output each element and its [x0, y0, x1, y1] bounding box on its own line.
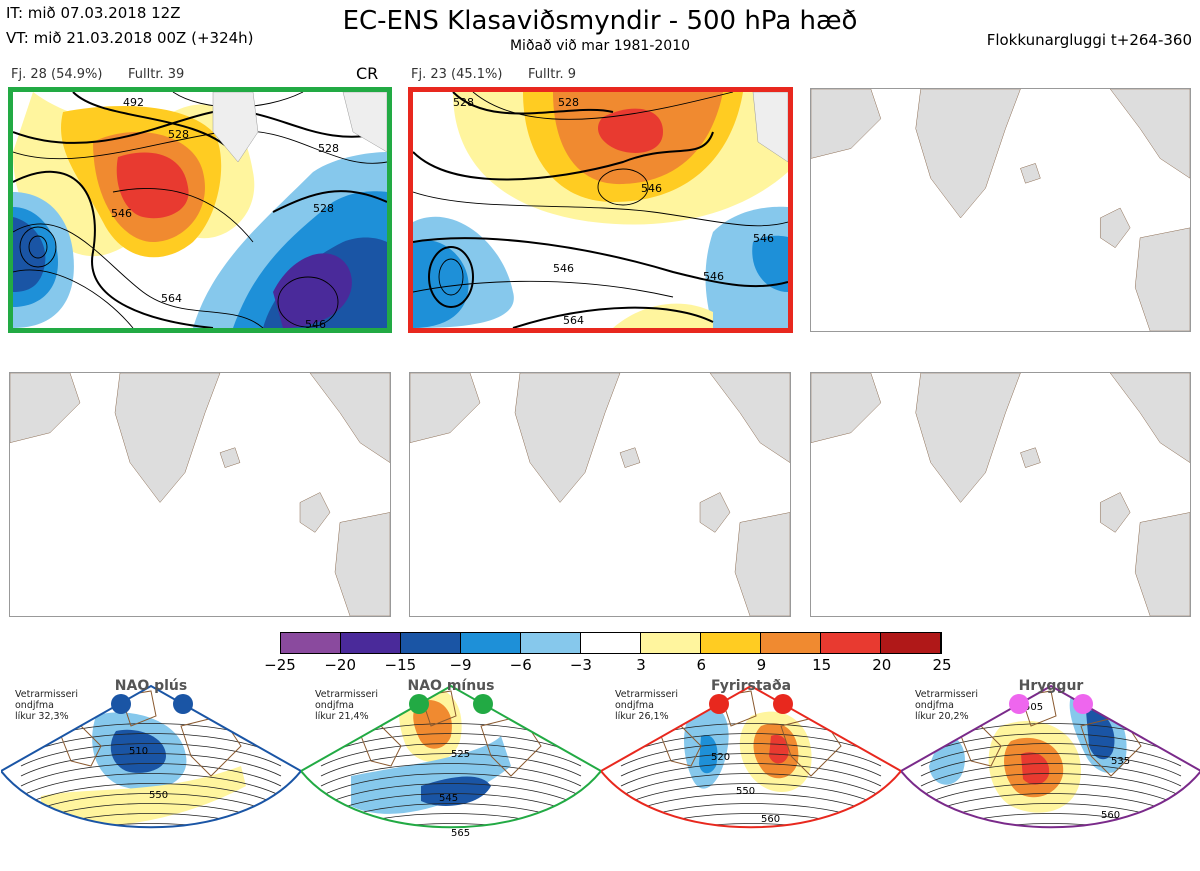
empty-cluster-map	[9, 372, 391, 617]
colorbar-tick-label: −15	[384, 656, 417, 674]
cluster2-label: Fj. 23 (45.1%)	[411, 67, 503, 82]
colorbar-tick-label: −9	[449, 656, 472, 674]
cluster2-contour-label: 564	[563, 314, 584, 327]
regime-contour-label: 520	[711, 752, 730, 763]
weather-regime-panel: 525 545 565 NAO mínus Vetrarmisseri ondjfma…	[301, 676, 601, 871]
cluster2-contour-label: 546	[753, 232, 774, 245]
regime-note: Vetrarmisseri ondjfma líkur 20,2%	[915, 689, 978, 722]
anomaly-shading	[41, 766, 246, 826]
colorbar-swatch	[881, 633, 941, 653]
weather-regime-panel: 510 550 NAO plús Vetrarmisseri ondjfma líku…	[1, 676, 301, 871]
weather-regime-panel: 520 550 560 Fyrirstaða Vetrarmisseri ondjfm…	[601, 676, 901, 871]
regime-contour-label: 525	[451, 749, 470, 760]
colorbar-swatch	[401, 633, 461, 653]
regime-contour-label: 550	[736, 786, 755, 797]
cluster1-contour-label: 546	[305, 318, 326, 328]
regime-note: Vetrarmisseri ondjfma líkur 32,3%	[15, 689, 78, 722]
cluster2-contour-label: 546	[641, 182, 662, 195]
colorbar-swatch	[281, 633, 341, 653]
colorbar-swatch	[641, 633, 701, 653]
cluster2-map: 528 528 546 546 546 564 546	[408, 87, 793, 333]
colorbar-swatch	[341, 633, 401, 653]
regime-contour-label: 535	[1111, 756, 1130, 767]
weather-regimes: 510 550 NAO plús Vetrarmisseri ondjfma líku…	[0, 676, 1200, 871]
colorbar	[280, 632, 942, 654]
anomaly-shading	[351, 736, 511, 814]
colorbar-swatch	[521, 633, 581, 653]
regime-name: NAO plús	[114, 678, 188, 694]
colorbar-tick-label: 6	[696, 656, 707, 674]
colorbar-tick-label: 25	[932, 656, 952, 674]
colorbar-labels: −25 −20 −15 −9 −6 −3 3 6 9 15 20 25	[264, 656, 951, 676]
cluster1-representative: Fulltr. 39	[128, 67, 185, 82]
colorbar-tick-label: 9	[756, 656, 767, 674]
regime-name: Hryggur	[1018, 678, 1084, 694]
colorbar-swatch	[461, 633, 521, 653]
cluster1-contour-label: 492	[123, 96, 144, 109]
empty-cluster-map	[810, 372, 1191, 617]
cluster2-contour-label: 528	[558, 96, 579, 109]
regime-contour-label: 510	[129, 746, 148, 757]
anomaly-shading	[769, 734, 789, 764]
cluster1-contour-label: 528	[318, 142, 339, 155]
valid-time: VT: mið 21.03.2018 00Z (+324h)	[6, 29, 254, 47]
cluster1-contour-label: 528	[168, 128, 189, 141]
classification-window: Flokkunargluggi t+264-360	[986, 31, 1192, 49]
regime-contour-label: 545	[439, 793, 458, 804]
empty-cluster-map	[409, 372, 791, 617]
colorbar-tick-label: 3	[636, 656, 646, 674]
colorbar-swatch	[761, 633, 821, 653]
regime-contour-label: 565	[451, 828, 470, 839]
cluster2-contour-label: 546	[703, 270, 724, 283]
cluster1-label: Fj. 28 (54.9%)	[11, 67, 103, 82]
regime-name: NAO mínus	[407, 678, 495, 694]
cluster1-tag: CR	[356, 64, 379, 83]
colorbar-swatch	[701, 633, 761, 653]
cluster2-representative: Fulltr. 9	[528, 67, 577, 82]
page-title: EC-ENS Klasaviðsmyndir - 500 hPa hæð	[342, 6, 858, 36]
regime-name: Fyrirstaða	[710, 678, 792, 694]
colorbar-swatch	[821, 633, 881, 653]
anomaly-shading	[110, 729, 166, 773]
cluster2-contour-label: 546	[553, 262, 574, 275]
colorbar-tick-label: 20	[872, 656, 892, 674]
regime-note: Vetrarmisseri ondjfma líkur 26,1%	[615, 689, 678, 722]
colorbar-tick-label: −25	[264, 656, 296, 674]
cluster1-contour-label: 546	[111, 207, 132, 220]
anomaly-shading	[1021, 752, 1050, 785]
empty-cluster-map	[810, 88, 1191, 332]
colorbar-tick-label: −20	[324, 656, 356, 674]
cluster2-contour-label: 528	[453, 96, 474, 109]
page-subtitle: Miðað við mar 1981-2010	[509, 38, 691, 54]
colorbar-swatch	[581, 633, 641, 653]
cluster1-contour-label: 564	[161, 292, 182, 305]
colorbar-tick-label: 15	[812, 656, 832, 674]
cluster1-contour-label: 528	[313, 202, 334, 215]
init-time: IT: mið 07.03.2018 12Z	[6, 4, 181, 22]
regime-contour-label: 550	[149, 790, 168, 801]
colorbar-tick-label: −3	[569, 656, 592, 674]
cluster1-map: 492 528 528 528 546 564 546	[8, 87, 392, 333]
regime-note: Vetrarmisseri ondjfma líkur 21,4%	[315, 689, 378, 722]
regime-contour-label: 560	[761, 814, 780, 825]
colorbar-tick-label: −6	[509, 656, 532, 674]
regime-contour-label: 560	[1101, 810, 1120, 821]
regime-contour-label: 505	[1024, 702, 1043, 713]
weather-regime-panel: 505 535 560 Hryggur Vetrarmisseri ondjfma lí…	[901, 676, 1200, 871]
